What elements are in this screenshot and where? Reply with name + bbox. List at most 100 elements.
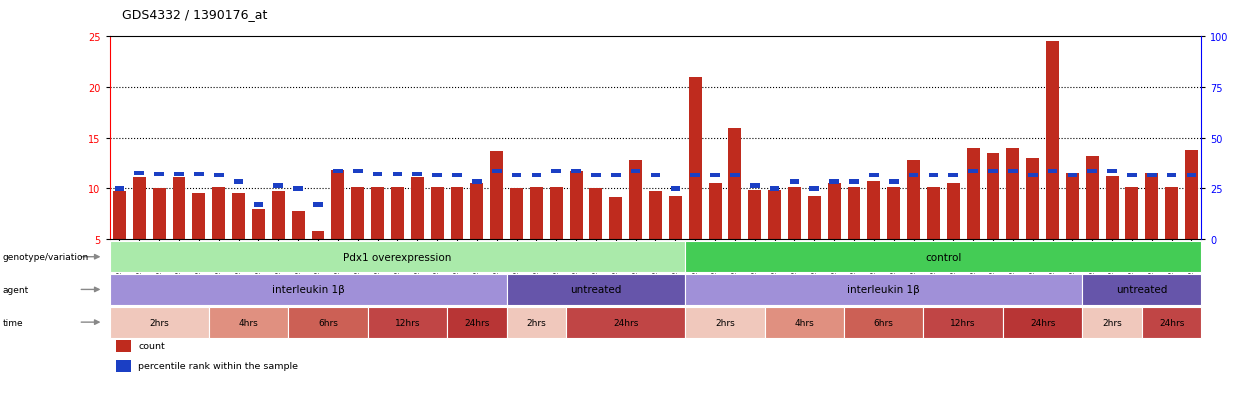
Text: 24hrs: 24hrs <box>1030 318 1056 327</box>
Bar <box>1165 188 1178 240</box>
Text: 2hrs: 2hrs <box>527 318 547 327</box>
Bar <box>193 194 205 240</box>
Bar <box>1028 173 1037 178</box>
Bar <box>589 189 603 240</box>
Bar <box>133 178 146 240</box>
Text: time: time <box>2 318 24 327</box>
Bar <box>492 169 502 174</box>
Bar <box>1046 42 1059 240</box>
Bar <box>889 180 899 184</box>
Bar <box>311 231 325 240</box>
Bar <box>153 189 166 240</box>
Bar <box>929 173 939 178</box>
Bar <box>888 188 900 240</box>
Bar <box>1167 173 1177 178</box>
Bar <box>552 169 561 174</box>
Bar <box>986 154 1000 240</box>
Bar <box>1145 174 1158 240</box>
Bar <box>1185 150 1198 240</box>
Text: GDS4332 / 1390176_at: GDS4332 / 1390176_at <box>122 8 268 21</box>
Bar <box>391 188 403 240</box>
Bar <box>669 196 682 240</box>
Text: untreated: untreated <box>1117 285 1168 295</box>
Bar <box>332 169 342 174</box>
Bar <box>392 173 402 177</box>
Bar <box>571 169 581 174</box>
Bar <box>591 173 601 178</box>
Bar <box>550 188 563 240</box>
Bar <box>908 161 920 240</box>
Bar <box>849 180 859 184</box>
Bar <box>1107 169 1117 174</box>
Bar <box>214 173 224 178</box>
Text: interleukin 1β: interleukin 1β <box>848 285 920 295</box>
Bar <box>949 173 959 178</box>
Bar <box>1048 169 1057 174</box>
Text: 2hrs: 2hrs <box>149 318 169 327</box>
Bar <box>868 182 880 240</box>
Bar <box>411 178 423 240</box>
Bar <box>452 173 462 178</box>
Text: 2hrs: 2hrs <box>715 318 735 327</box>
Text: 24hrs: 24hrs <box>1159 318 1184 327</box>
Bar <box>788 188 801 240</box>
Bar <box>1106 177 1118 240</box>
Bar <box>1066 174 1079 240</box>
Bar <box>989 169 997 174</box>
Bar <box>331 171 345 240</box>
Bar <box>532 173 542 178</box>
Bar <box>570 172 583 240</box>
Text: 4hrs: 4hrs <box>239 318 259 327</box>
Bar <box>113 192 126 240</box>
Bar <box>969 169 979 174</box>
Bar <box>372 173 382 177</box>
Bar <box>491 152 503 240</box>
Text: 24hrs: 24hrs <box>464 318 489 327</box>
Text: 12hrs: 12hrs <box>950 318 976 327</box>
Text: Pdx1 overexpression: Pdx1 overexpression <box>344 252 452 262</box>
Bar <box>530 188 543 240</box>
Bar <box>828 184 840 240</box>
Bar <box>351 188 365 240</box>
Bar <box>1008 169 1017 174</box>
Bar <box>769 187 779 191</box>
Bar <box>154 173 164 177</box>
Text: control: control <box>925 252 961 262</box>
Bar <box>966 148 980 240</box>
Bar <box>869 173 879 178</box>
Bar <box>232 194 245 240</box>
Text: interleukin 1β: interleukin 1β <box>271 285 345 295</box>
Bar <box>1127 173 1137 178</box>
Bar <box>510 189 523 240</box>
Bar <box>134 171 144 176</box>
Bar <box>649 192 662 240</box>
Bar <box>609 197 622 240</box>
Text: 24hrs: 24hrs <box>613 318 639 327</box>
Bar <box>271 192 285 240</box>
Text: 6hrs: 6hrs <box>874 318 894 327</box>
Bar <box>512 173 522 178</box>
Bar <box>291 211 305 240</box>
Bar <box>708 184 722 240</box>
Bar <box>808 196 820 240</box>
Bar <box>1147 173 1157 178</box>
Bar <box>174 173 184 177</box>
Bar <box>629 161 642 240</box>
Bar <box>809 187 819 191</box>
Bar <box>829 180 839 184</box>
Bar <box>1006 148 1020 240</box>
Bar <box>115 187 124 191</box>
Bar <box>1087 169 1097 174</box>
Bar <box>1125 188 1138 240</box>
Bar <box>688 78 702 240</box>
Bar <box>671 187 680 191</box>
Bar <box>431 188 443 240</box>
Bar <box>194 173 204 177</box>
Bar <box>651 173 660 178</box>
Bar <box>251 209 265 240</box>
Bar <box>432 173 442 178</box>
Text: 4hrs: 4hrs <box>794 318 814 327</box>
Bar <box>1026 159 1040 240</box>
Text: 12hrs: 12hrs <box>395 318 420 327</box>
Bar <box>710 173 720 178</box>
